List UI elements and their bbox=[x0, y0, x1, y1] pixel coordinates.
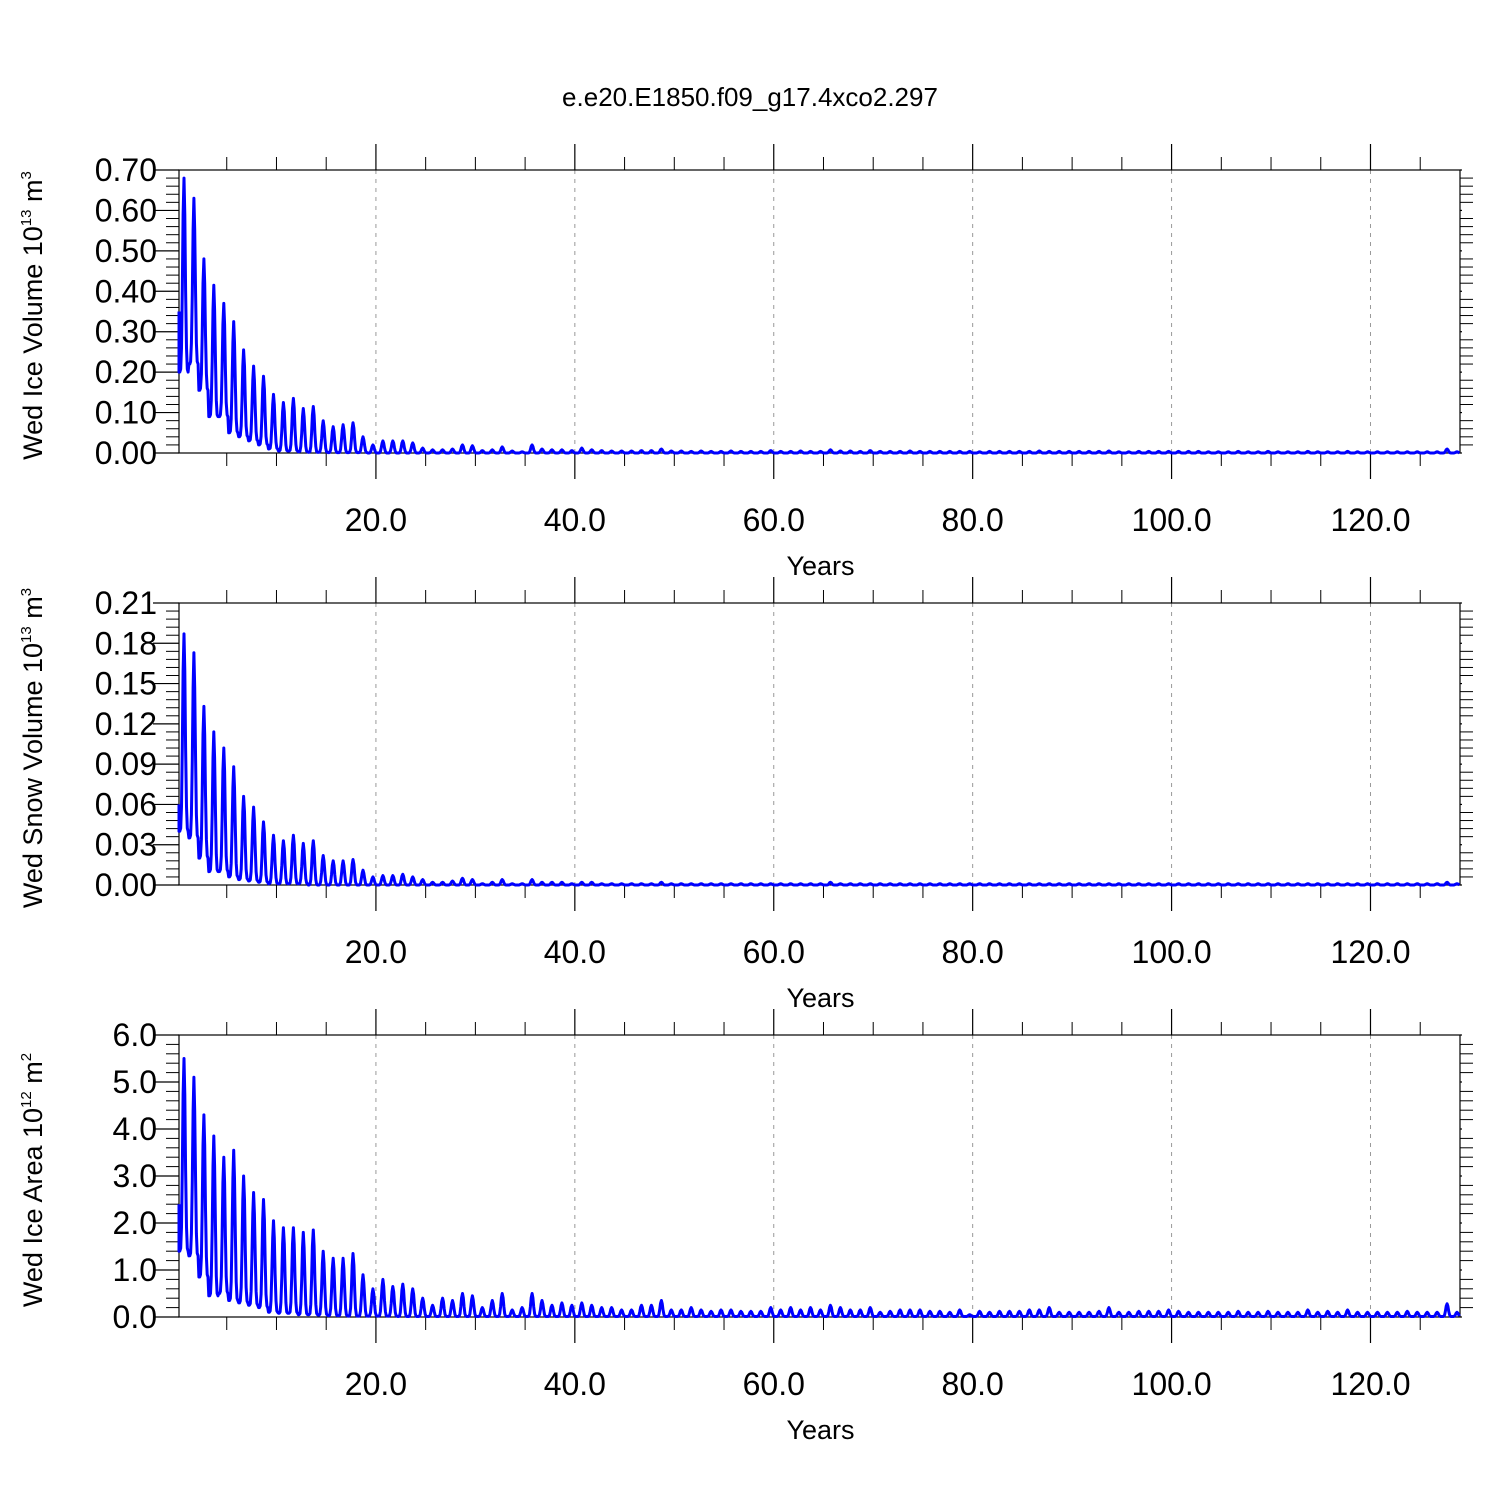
series-line bbox=[177, 176, 1461, 455]
y-tick-label: 0.03 bbox=[95, 827, 157, 863]
y-axis-label-text: m bbox=[18, 1061, 48, 1091]
y-tick-label: 5.0 bbox=[113, 1064, 157, 1100]
x-tick-label: 60.0 bbox=[743, 502, 805, 538]
y-tick-label: 0.12 bbox=[95, 706, 157, 742]
y-tick-label: 6.0 bbox=[113, 1017, 157, 1053]
plot-frame bbox=[178, 169, 1461, 454]
x-tick-label: 20.0 bbox=[345, 934, 407, 970]
x-axis-label: Years bbox=[786, 551, 854, 581]
y-axis-label-text: Wed Ice Volume 10 bbox=[18, 226, 48, 460]
x-tick-label: 40.0 bbox=[544, 1366, 606, 1402]
y-tick-label: 3.0 bbox=[113, 1158, 157, 1194]
y-axis-label-text: Wed Ice Area 10 bbox=[18, 1108, 48, 1307]
x-axis-label: Years bbox=[786, 1415, 854, 1445]
y-tick-label: 0.0 bbox=[113, 1299, 157, 1335]
y-axis-label-superscript: 2 bbox=[18, 1053, 35, 1061]
y-axis-label-superscript: 3 bbox=[18, 171, 35, 179]
y-tick-label: 0.30 bbox=[95, 314, 157, 350]
panel-ice-area: 0.0 1.0 2.0 3.0 4.0 5.0 6.0 20.0 40.0 60.0 80.0 100… bbox=[18, 1009, 1473, 1445]
y-tick-label: 1.0 bbox=[113, 1252, 157, 1288]
y-axis-label-superscript: 12 bbox=[18, 1091, 35, 1108]
y-axis-label-text: m bbox=[18, 596, 48, 626]
y-tick-label: 0.70 bbox=[95, 152, 157, 188]
x-tick-label: 40.0 bbox=[544, 934, 606, 970]
x-tick-label: 120.0 bbox=[1330, 934, 1410, 970]
y-axis-label: Wed Snow Volume 1013 m3 bbox=[18, 588, 48, 908]
plot-frame bbox=[178, 1034, 1461, 1318]
x-tick-label: 20.0 bbox=[345, 502, 407, 538]
x-tick-label: 60.0 bbox=[743, 1366, 805, 1402]
y-axis-label-text: m bbox=[18, 180, 48, 210]
y-tick-label: 0.40 bbox=[95, 273, 157, 309]
y-tick-label: 0.20 bbox=[95, 354, 157, 390]
x-tick-label: 100.0 bbox=[1132, 934, 1212, 970]
x-tick-label: 100.0 bbox=[1132, 502, 1212, 538]
x-tick-label: 60.0 bbox=[743, 934, 805, 970]
y-tick-label: 0.50 bbox=[95, 233, 157, 269]
x-tick-label: 80.0 bbox=[942, 1366, 1004, 1402]
y-tick-label: 0.15 bbox=[95, 666, 157, 702]
x-axis-label: Years bbox=[786, 983, 854, 1013]
y-tick-label: 0.09 bbox=[95, 746, 157, 782]
y-tick-label: 0.00 bbox=[95, 867, 157, 903]
y-axis-label: Wed Ice Volume 1013 m3 bbox=[18, 171, 48, 460]
x-tick-label: 80.0 bbox=[942, 934, 1004, 970]
panel-snow-volume: 0.00 0.03 0.06 0.09 0.12 0.15 0.18 0.21 20.0 40.0… bbox=[18, 577, 1473, 1013]
series-line bbox=[177, 1057, 1461, 1318]
y-tick-label: 0.21 bbox=[95, 585, 157, 621]
figure-title: e.e20.E1850.f09_g17.4xco2.297 bbox=[562, 82, 938, 112]
x-tick-label: 100.0 bbox=[1132, 1366, 1212, 1402]
y-axis-label-superscript: 13 bbox=[18, 626, 35, 643]
plot-frame bbox=[178, 602, 1461, 886]
y-tick-label: 0.18 bbox=[95, 625, 157, 661]
y-axis-label-superscript: 13 bbox=[18, 210, 35, 227]
y-tick-label: 0.00 bbox=[95, 435, 157, 471]
y-tick-label: 0.10 bbox=[95, 395, 157, 431]
x-tick-label: 120.0 bbox=[1330, 1366, 1410, 1402]
y-axis-label-superscript: 3 bbox=[18, 588, 35, 596]
y-tick-label: 4.0 bbox=[113, 1111, 157, 1147]
panel-ice-volume: 0.00 0.10 0.20 0.30 0.40 0.50 0.60 0.70 20.0 40.0… bbox=[18, 144, 1473, 581]
y-tick-label: 0.06 bbox=[95, 786, 157, 822]
x-tick-label: 120.0 bbox=[1330, 502, 1410, 538]
y-tick-label: 2.0 bbox=[113, 1205, 157, 1241]
y-tick-label: 0.60 bbox=[95, 192, 157, 228]
series-line bbox=[177, 632, 1461, 887]
y-axis-label-text: Wed Snow Volume 10 bbox=[18, 643, 48, 908]
x-tick-label: 40.0 bbox=[544, 502, 606, 538]
y-axis-label: Wed Ice Area 1012 m2 bbox=[18, 1053, 48, 1307]
x-tick-label: 20.0 bbox=[345, 1366, 407, 1402]
x-tick-label: 80.0 bbox=[942, 502, 1004, 538]
